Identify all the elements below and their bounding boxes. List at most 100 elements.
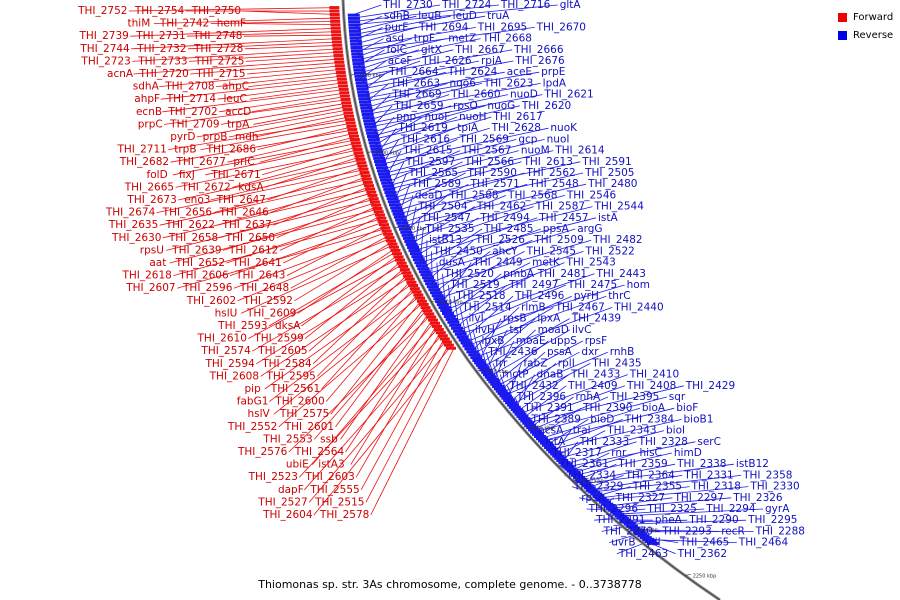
forward-gene-block [347, 128, 358, 132]
reverse-gene-label: THI_2290 [688, 514, 738, 526]
forward-gene-block [390, 248, 401, 252]
reverse-gene-label: THI_2619 [397, 122, 447, 134]
reverse-gene-label: nuoH [459, 111, 487, 123]
reverse-gene-block [585, 488, 598, 492]
forward-gene-label: THI_2744 [79, 43, 130, 55]
reverse-gene-block [347, 16, 360, 20]
reverse-gene-label: lpxA [537, 313, 561, 325]
forward-gene-label: dapF [278, 484, 304, 496]
forward-gene-label: THI_2618 [121, 270, 171, 282]
reverse-gene-block [438, 306, 451, 310]
reverse-gene-block [380, 178, 393, 182]
reverse-gene-block [412, 258, 425, 262]
reverse-gene-label: THI_2334 [566, 469, 617, 481]
forward-gene-block [342, 108, 353, 112]
reverse-gene-block [538, 439, 551, 443]
reverse-gene-block [562, 465, 575, 469]
reverse-gene-label: nuoD [510, 89, 538, 101]
reverse-gene-label: dxr [581, 346, 599, 358]
forward-gene-label: folD [147, 169, 168, 181]
forward-gene-label: ecnB [136, 106, 162, 118]
forward-gene-label: THI_2600 [274, 396, 324, 408]
reverse-gene-block [381, 181, 394, 185]
reverse-gene-label: trpF [414, 33, 435, 45]
reverse-gene-label: THI_2566 [464, 156, 515, 168]
forward-gene-label: THI_2523 [248, 471, 298, 483]
reverse-gene-label: THI_2327 [615, 492, 665, 504]
reverse-gene-label: THI_2494 [479, 212, 530, 224]
reverse-gene-block [492, 385, 505, 389]
reverse-gene-label: mctP [502, 369, 528, 381]
forward-gene-label: THI_2641 [231, 257, 281, 269]
reverse-gene-label: sqr [669, 391, 686, 403]
forward-gene-block [404, 277, 415, 281]
forward-gene-label: eno3 [184, 194, 210, 206]
reverse-gene-block [456, 335, 469, 339]
reverse-gene-label: THI_2597 [405, 156, 455, 168]
forward-gene-label: THI_2702 [167, 106, 217, 118]
forward-gene-label: THI_2739 [78, 30, 128, 42]
reverse-gene-label: THI_2328 [638, 436, 688, 448]
reverse-gene-block [550, 452, 563, 456]
forward-gene-block [341, 101, 352, 105]
reverse-gene-block [356, 87, 369, 91]
reverse-gene-block [352, 65, 365, 69]
reverse-gene-label: istB13 [429, 234, 462, 246]
reverse-gene-block [370, 147, 383, 151]
forward-gene-block [381, 229, 392, 233]
reverse-gene-block [621, 520, 634, 524]
reverse-gene-block [359, 100, 372, 104]
reverse-gene-block [443, 314, 456, 318]
forward-gene-block [445, 346, 456, 350]
forward-gene-label: THI_2639 [171, 244, 221, 256]
reverse-gene-label: ilvH [475, 324, 495, 336]
reverse-gene-block [409, 252, 422, 256]
reverse-gene-label: tsf [509, 324, 523, 336]
reverse-gene-label: THI_2432 [508, 380, 558, 392]
reverse-gene-label: THI_2520 [444, 268, 494, 280]
forward-gene-label: leuC [224, 93, 247, 105]
reverse-gene-block [568, 471, 581, 475]
forward-gene-block [413, 293, 424, 297]
forward-gene-label: sdhA [133, 81, 160, 93]
reverse-gene-block [354, 78, 367, 82]
reverse-gene-label: THI_2333 [579, 436, 629, 448]
forward-gene-block [338, 84, 349, 88]
reverse-gene-block [560, 463, 573, 467]
reverse-gene-label: THI_2676 [514, 55, 565, 67]
reverse-gene-label: THI_2433 [570, 369, 620, 381]
forward-gene-label: THI_2725 [194, 55, 244, 67]
forward-gene-block [339, 91, 350, 95]
reverse-gene-block [486, 377, 499, 381]
reverse-gene-block [391, 209, 404, 213]
forward-gene-label: trpB [174, 144, 196, 156]
forward-gene-block [348, 134, 359, 138]
reverse-gene-label: leuB [418, 10, 441, 22]
reverse-gene-block [575, 478, 588, 482]
forward-gene-label: THI_2650 [225, 232, 275, 244]
reverse-gene-block [449, 323, 462, 327]
forward-gene-label: THI_2715 [195, 68, 245, 80]
reverse-gene-block [462, 344, 475, 348]
forward-gene-label: THI_2748 [192, 30, 242, 42]
reverse-gene-block [628, 526, 641, 530]
forward-gene-block [333, 54, 344, 58]
forward-gene-label: THI_2599 [253, 333, 303, 345]
reverse-gene-block [612, 512, 625, 516]
forward-gene-block [351, 144, 362, 148]
reverse-gene-label: moaD [538, 324, 569, 336]
forward-gene-block [345, 121, 356, 125]
reverse-gene-block [348, 26, 361, 30]
forward-gene-label: hslV [248, 408, 271, 420]
reverse-gene-label: THI_2694 [418, 21, 469, 33]
reverse-gene-block [534, 435, 547, 439]
scale-ticks: 2650 kbp 2600 kbp 2550 kbp 2500 kbp 2450 kbp… [350, 73, 716, 579]
forward-gene-block [428, 318, 439, 322]
reverse-gene-label: ilvC [572, 324, 591, 336]
forward-gene-label: rpsU [140, 244, 164, 256]
reverse-gene-block [426, 285, 439, 289]
forward-gene-label: hslU [215, 307, 238, 319]
forward-gene-block [378, 223, 389, 227]
forward-gene-label: prpB [203, 131, 228, 143]
reverse-gene-block [404, 239, 417, 243]
